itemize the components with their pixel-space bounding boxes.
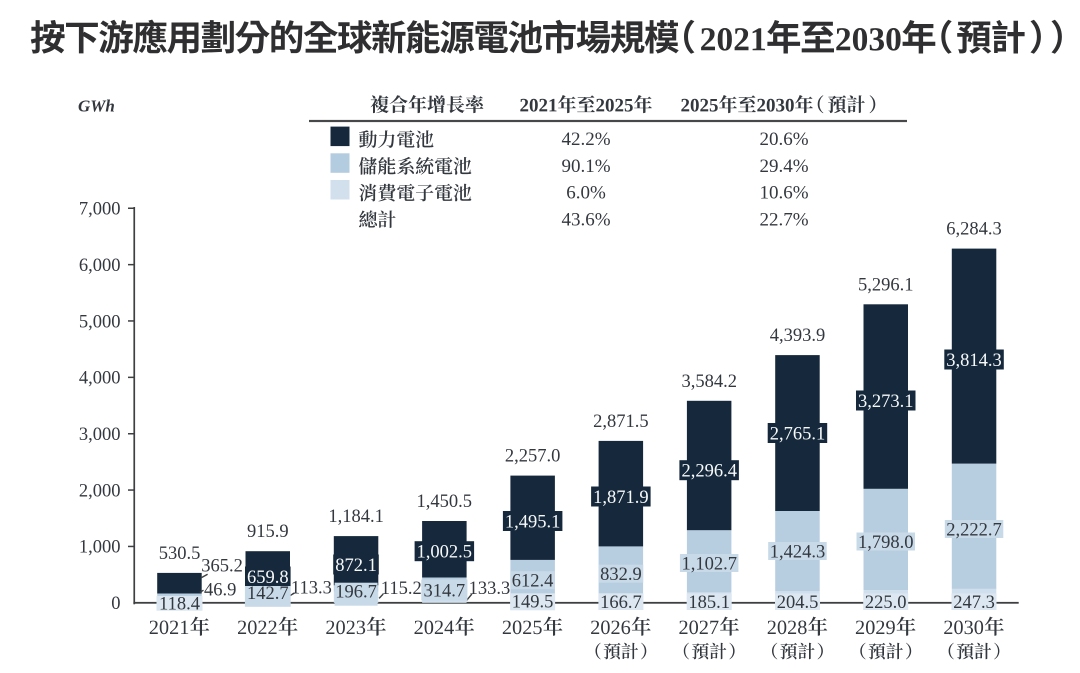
svg-text:196.7: 196.7 xyxy=(335,582,377,602)
svg-text:365.2: 365.2 xyxy=(201,556,243,576)
svg-text:29.4%: 29.4% xyxy=(759,156,808,177)
svg-text:133.3: 133.3 xyxy=(469,579,511,599)
svg-text:20.6%: 20.6% xyxy=(759,129,808,150)
svg-text:204.5: 204.5 xyxy=(777,593,819,613)
svg-text:1,184.1: 1,184.1 xyxy=(328,507,384,527)
svg-text:0: 0 xyxy=(111,594,120,614)
svg-text:314.7: 314.7 xyxy=(423,582,465,602)
svg-text:2,296.4: 2,296.4 xyxy=(681,462,737,482)
svg-text:1,495.1: 1,495.1 xyxy=(505,512,561,532)
svg-text:1,000: 1,000 xyxy=(79,538,121,558)
svg-text:113.3: 113.3 xyxy=(291,578,332,598)
svg-text:166.7: 166.7 xyxy=(600,593,642,613)
svg-text:659.8: 659.8 xyxy=(247,568,289,588)
svg-text:2,871.5: 2,871.5 xyxy=(593,412,649,432)
svg-text:5,296.1: 5,296.1 xyxy=(858,275,914,295)
svg-text:22.7%: 22.7% xyxy=(759,209,808,230)
svg-text:1,798.0: 1,798.0 xyxy=(858,533,914,553)
svg-text:3,273.1: 3,273.1 xyxy=(858,392,914,412)
svg-text:872.1: 872.1 xyxy=(335,556,377,576)
svg-text:2,765.1: 2,765.1 xyxy=(770,424,826,444)
svg-text:142.7: 142.7 xyxy=(247,584,289,604)
svg-text:3,584.2: 3,584.2 xyxy=(681,372,737,392)
svg-text:1,424.3: 1,424.3 xyxy=(770,542,826,562)
svg-text:1,871.9: 1,871.9 xyxy=(593,488,649,508)
svg-text:2,000: 2,000 xyxy=(79,481,121,501)
svg-text:2,257.0: 2,257.0 xyxy=(505,447,561,467)
svg-text:90.1%: 90.1% xyxy=(561,156,610,177)
svg-text:530.5: 530.5 xyxy=(159,544,201,564)
svg-text:915.9: 915.9 xyxy=(247,522,289,542)
svg-text:118.4: 118.4 xyxy=(159,595,200,615)
svg-text:2,222.7: 2,222.7 xyxy=(946,520,1002,540)
svg-text:5,000: 5,000 xyxy=(79,312,121,332)
svg-text:4,393.9: 4,393.9 xyxy=(770,326,826,346)
svg-text:46.9: 46.9 xyxy=(204,581,236,601)
svg-text:1,002.5: 1,002.5 xyxy=(417,543,473,563)
svg-text:42.2%: 42.2% xyxy=(561,129,610,150)
svg-text:10.6%: 10.6% xyxy=(759,183,808,204)
svg-text:3,814.3: 3,814.3 xyxy=(946,351,1002,371)
svg-text:225.0: 225.0 xyxy=(865,593,907,613)
svg-text:832.9: 832.9 xyxy=(600,565,642,585)
svg-text:6.0%: 6.0% xyxy=(566,183,606,204)
svg-text:7,000: 7,000 xyxy=(79,200,121,220)
svg-text:6,284.3: 6,284.3 xyxy=(946,220,1002,240)
svg-text:612.4: 612.4 xyxy=(512,572,554,592)
svg-text:247.3: 247.3 xyxy=(953,593,995,613)
svg-text:4,000: 4,000 xyxy=(79,369,121,389)
svg-text:1,450.5: 1,450.5 xyxy=(417,492,473,512)
svg-text:1,102.7: 1,102.7 xyxy=(681,554,737,574)
svg-text:3,000: 3,000 xyxy=(79,425,121,445)
svg-text:6,000: 6,000 xyxy=(79,256,121,276)
svg-text:115.2: 115.2 xyxy=(381,579,422,599)
svg-text:GWh: GWh xyxy=(78,97,115,116)
svg-text:43.6%: 43.6% xyxy=(561,209,610,230)
svg-text:149.5: 149.5 xyxy=(512,593,554,613)
svg-text:185.1: 185.1 xyxy=(688,593,730,613)
